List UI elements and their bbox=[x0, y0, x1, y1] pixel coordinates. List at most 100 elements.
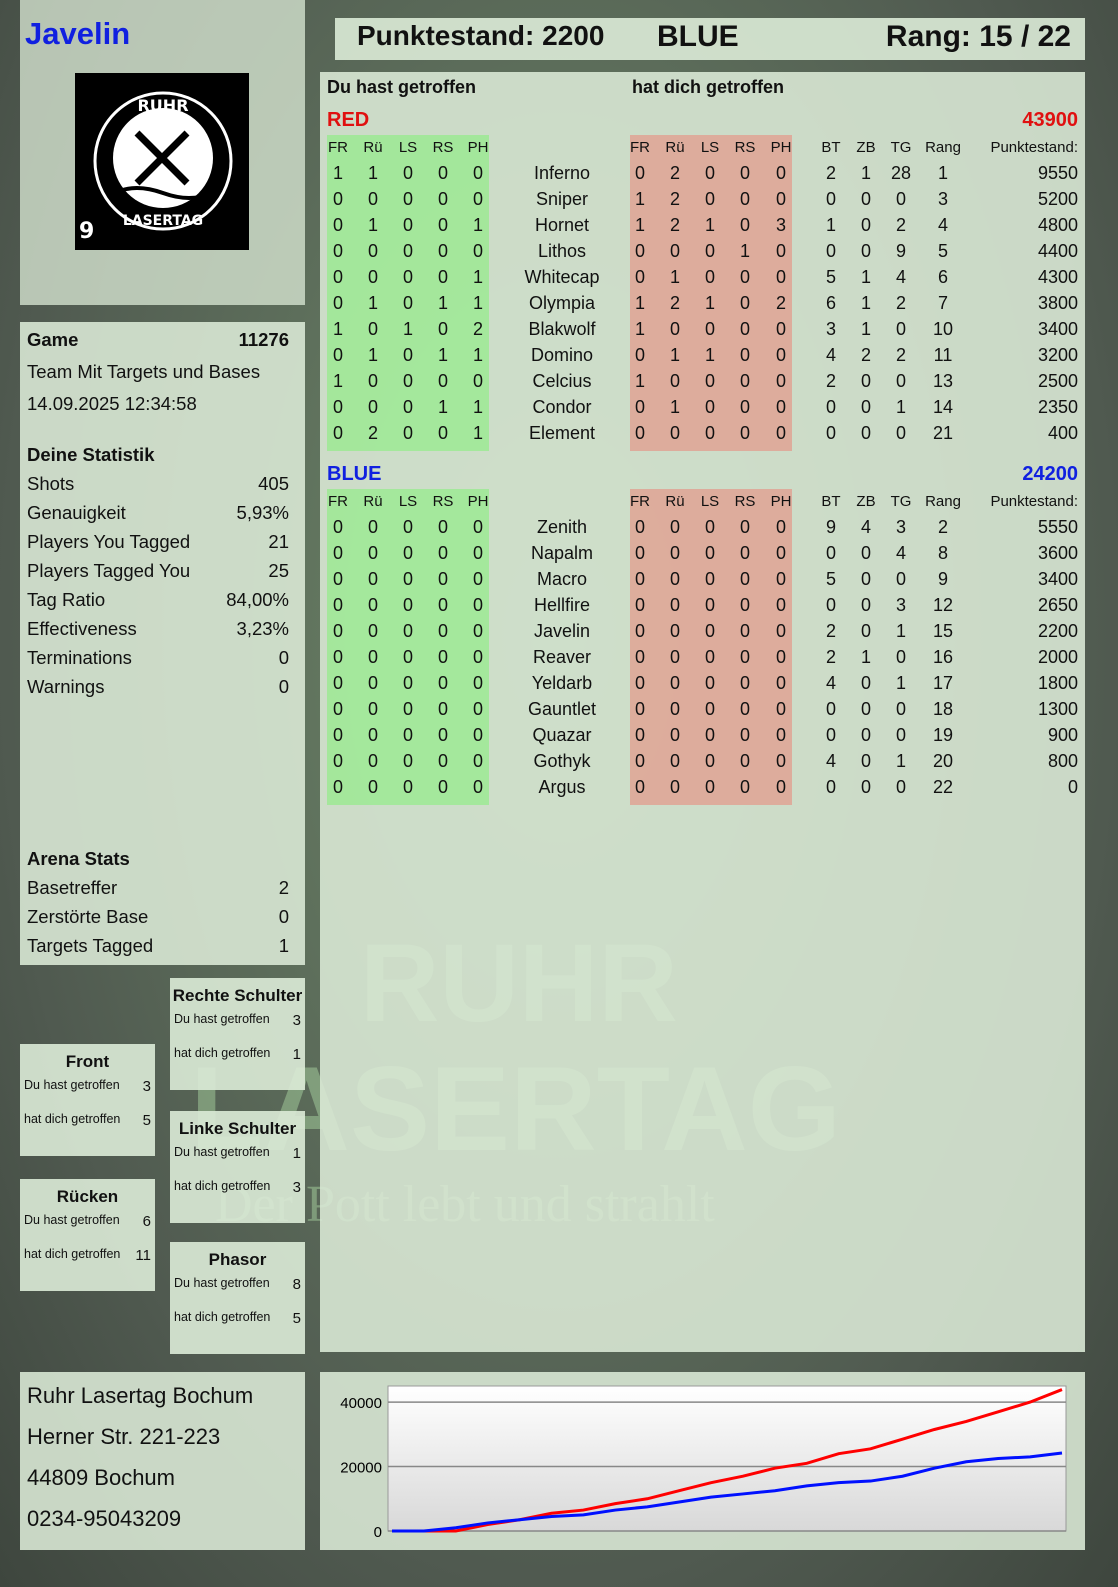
hit-you-cell: 0 bbox=[669, 699, 681, 719]
column-header: LS bbox=[398, 139, 418, 156]
hit-you-cell: 0 bbox=[704, 319, 716, 339]
hit-you-cell: 0 bbox=[704, 673, 716, 693]
you-hit-cell: 0 bbox=[437, 319, 449, 339]
stat-row: Terminations 0 bbox=[27, 647, 289, 669]
you-hit-cell: 0 bbox=[472, 595, 484, 615]
blue-series-line bbox=[392, 1451, 1063, 1533]
hit-zone-value: 1 bbox=[292, 1046, 301, 1063]
hit-you-cell: 0 bbox=[634, 595, 646, 615]
arena-value: 0 bbox=[278, 906, 289, 927]
hit-zone-value: 3 bbox=[292, 1012, 301, 1029]
you-hit-cell: 2 bbox=[367, 423, 379, 443]
bt-cell: 0 bbox=[825, 595, 837, 615]
hit-you-cell: 0 bbox=[634, 569, 646, 589]
zb-cell: 0 bbox=[860, 621, 872, 641]
tg-cell: 2 bbox=[895, 215, 907, 235]
zb-cell: 0 bbox=[860, 751, 872, 771]
stat-label: Genauigkeit bbox=[27, 502, 126, 523]
rank-cell: 3 bbox=[937, 189, 949, 209]
column-header: Rang bbox=[925, 493, 961, 510]
you-hit-cell: 0 bbox=[437, 725, 449, 745]
game-mode: Team Mit Targets und Bases bbox=[27, 361, 261, 382]
bt-cell: 4 bbox=[825, 673, 837, 693]
you-hit-cell: 0 bbox=[472, 647, 484, 667]
you-hit-cell: 1 bbox=[332, 371, 344, 391]
you-hit-cell: 0 bbox=[332, 543, 344, 563]
stat-row: Shots 405 bbox=[27, 473, 289, 495]
hit-you-cell: 0 bbox=[704, 751, 716, 771]
player-name: Javelin bbox=[533, 621, 591, 641]
you-hit-cell: 0 bbox=[332, 569, 344, 589]
hit-you-cell: 0 bbox=[739, 647, 751, 667]
hit-zone-title: Phasor bbox=[208, 1250, 267, 1269]
you-hit-cell: 0 bbox=[437, 595, 449, 615]
hit-you-cell: 0 bbox=[669, 777, 681, 797]
arena-title: Arena Stats bbox=[27, 848, 130, 869]
you-hit-cell: 1 bbox=[332, 319, 344, 339]
stat-label: Players You Tagged bbox=[27, 531, 191, 552]
rank-cell: 17 bbox=[932, 673, 954, 693]
you-hit-cell: 0 bbox=[472, 673, 484, 693]
bt-cell: 4 bbox=[825, 345, 837, 365]
you-hit-cell: 1 bbox=[367, 293, 379, 313]
you-hit-cell: 0 bbox=[402, 267, 414, 287]
hit-zone-row: hat dich getroffen 11 bbox=[20, 1247, 155, 1264]
arena-label: Targets Tagged bbox=[27, 935, 154, 956]
you-hit-cell: 0 bbox=[437, 699, 449, 719]
rank-cell: 20 bbox=[932, 751, 954, 771]
hit-you-cell: 0 bbox=[669, 543, 681, 563]
you-hit-cell: 0 bbox=[332, 595, 344, 615]
you-hit-cell: 1 bbox=[472, 215, 484, 235]
hit-you-cell: 0 bbox=[739, 751, 751, 771]
hit-you-cell: 0 bbox=[669, 725, 681, 745]
rank-cell: 13 bbox=[932, 371, 954, 391]
you-hit-cell: 0 bbox=[437, 163, 449, 183]
column-header: FR bbox=[328, 139, 348, 156]
you-hit-cell: 0 bbox=[402, 371, 414, 391]
hit-zone-row: Du hast getroffen 1 bbox=[170, 1145, 305, 1162]
you-hit-cell: 0 bbox=[472, 725, 484, 745]
hit-zone-box: Front Du hast getroffen 3 hat dich getroffe… bbox=[20, 1044, 155, 1156]
column-header: PH bbox=[770, 139, 792, 156]
header-bar: Punktestand: 2200 BLUE Rang: 15 / 22 bbox=[335, 18, 1085, 60]
zb-cell: 2 bbox=[860, 345, 872, 365]
column-header: RS bbox=[734, 493, 756, 510]
hit-zone-label: Du hast getroffen bbox=[24, 1078, 120, 1092]
hit-you-cell: 0 bbox=[669, 595, 681, 615]
team-label: BLUE bbox=[657, 20, 739, 53]
zb-cell: 0 bbox=[860, 699, 872, 719]
hit-you-cell: 2 bbox=[669, 215, 681, 235]
hit-zone-value: 5 bbox=[142, 1112, 151, 1129]
hit-you-cell: 0 bbox=[704, 543, 716, 563]
you-hit-cell: 1 bbox=[437, 397, 449, 417]
hit-you-cell: 0 bbox=[775, 517, 787, 537]
tg-cell: 0 bbox=[895, 569, 907, 589]
hit-zone-value: 11 bbox=[135, 1247, 151, 1264]
hit-zone-value: 3 bbox=[142, 1078, 151, 1095]
hit-zone-title: Linke Schulter bbox=[178, 1119, 297, 1138]
bt-cell: 9 bbox=[825, 517, 837, 537]
player-name: Sniper bbox=[535, 189, 589, 209]
y-tick-label: 20000 bbox=[340, 1460, 382, 1477]
score-cell: 2200 bbox=[1037, 621, 1078, 641]
you-hit-cell: 0 bbox=[367, 673, 379, 693]
stat-row: Warnings 0 bbox=[27, 676, 289, 698]
tg-cell: 4 bbox=[895, 543, 907, 563]
you-hit-cell: 1 bbox=[332, 163, 344, 183]
column-header: FR bbox=[328, 493, 348, 510]
you-hit-cell: 0 bbox=[367, 319, 379, 339]
hit-you-cell: 0 bbox=[775, 621, 787, 641]
tg-cell: 9 bbox=[895, 241, 907, 261]
hit-you-cell: 0 bbox=[704, 189, 716, 209]
arena-label: Zerstörte Base bbox=[27, 906, 149, 927]
zb-cell: 1 bbox=[860, 647, 872, 667]
hit-you-cell: 0 bbox=[739, 595, 751, 615]
you-hit-cell: 0 bbox=[437, 189, 449, 209]
rank-cell: 6 bbox=[937, 267, 949, 287]
score-label: Punktestand: 2200 bbox=[357, 20, 605, 51]
player-name: Gothyk bbox=[533, 751, 591, 771]
hit-you-cell: 0 bbox=[739, 267, 751, 287]
you-hit-cell: 0 bbox=[437, 423, 449, 443]
you-hit-cell: 0 bbox=[367, 621, 379, 641]
zb-cell: 0 bbox=[860, 777, 872, 797]
